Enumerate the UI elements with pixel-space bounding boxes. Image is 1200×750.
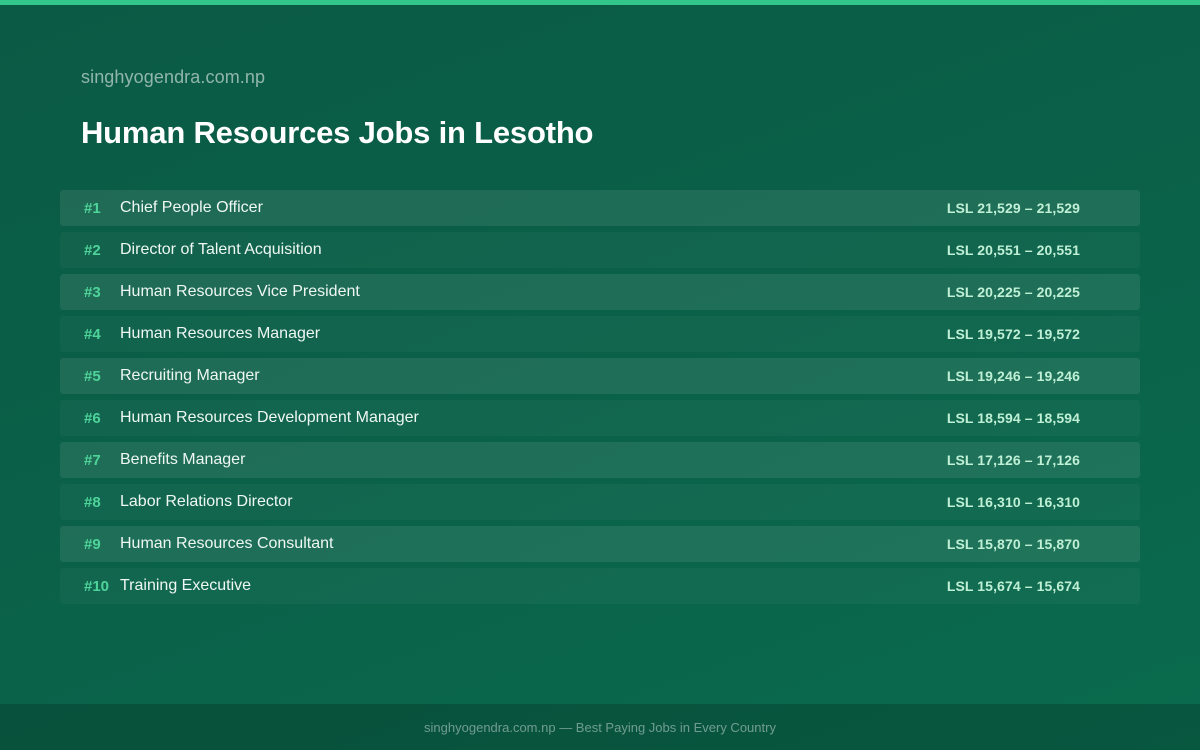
job-rank: #1	[84, 199, 101, 217]
job-title: Director of Talent Acquisition	[120, 241, 322, 258]
job-title: Chief People Officer	[120, 199, 263, 216]
job-salary: LSL 18,594 – 18,594	[946, 410, 1080, 426]
job-salary: LSL 15,870 – 15,870	[946, 536, 1080, 552]
job-row: #9 Human Resources Consultant LSL 15,870…	[60, 526, 1140, 562]
job-salary: LSL 15,674 – 15,674	[946, 578, 1080, 594]
job-title: Recruiting Manager	[120, 367, 260, 384]
job-rank: #3	[84, 283, 101, 301]
job-row: #4 Human Resources Manager LSL 19,572 – …	[60, 316, 1140, 352]
job-rank: #7	[84, 451, 101, 469]
job-row: #10 Training Executive LSL 15,674 – 15,6…	[60, 568, 1140, 604]
job-row: #2 Director of Talent Acquisition LSL 20…	[60, 232, 1140, 268]
job-salary: LSL 19,572 – 19,572	[946, 326, 1080, 342]
page-title: Human Resources Jobs in Lesotho	[81, 115, 594, 150]
job-row: #1 Chief People Officer LSL 21,529 – 21,…	[60, 190, 1140, 226]
footer: singhyogendra.com.np — Best Paying Jobs …	[0, 704, 1200, 750]
job-title: Labor Relations Director	[120, 493, 293, 510]
job-rank: #8	[84, 493, 101, 511]
job-salary: LSL 20,551 – 20,551	[946, 242, 1080, 258]
site-name: singhyogendra.com.np	[81, 67, 266, 87]
job-rank: #6	[84, 409, 101, 427]
job-row: #6 Human Resources Development Manager L…	[60, 400, 1140, 436]
job-salary: LSL 17,126 – 17,126	[946, 452, 1080, 468]
job-rank: #9	[84, 535, 101, 553]
job-rank: #4	[84, 325, 101, 343]
job-salary: LSL 16,310 – 16,310	[946, 494, 1080, 510]
job-list: #1 Chief People Officer LSL 21,529 – 21,…	[60, 190, 1140, 610]
job-rank: #10	[84, 577, 110, 595]
job-title: Human Resources Vice President	[120, 283, 360, 300]
job-salary: LSL 21,529 – 21,529	[946, 200, 1080, 216]
job-title: Training Executive	[120, 577, 252, 594]
job-title: Human Resources Manager	[120, 325, 321, 342]
top-accent-bar	[0, 0, 1200, 5]
job-salary: LSL 20,225 – 20,225	[946, 284, 1080, 300]
job-title: Human Resources Consultant	[120, 535, 334, 552]
job-row: #8 Labor Relations Director LSL 16,310 –…	[60, 484, 1140, 520]
job-title: Benefits Manager	[120, 451, 246, 468]
job-salary: LSL 19,246 – 19,246	[946, 368, 1080, 384]
job-rank: #5	[84, 367, 101, 385]
job-rank: #2	[84, 241, 101, 259]
job-row: #5 Recruiting Manager LSL 19,246 – 19,24…	[60, 358, 1140, 394]
job-row: #7 Benefits Manager LSL 17,126 – 17,126	[60, 442, 1140, 478]
job-row: #3 Human Resources Vice President LSL 20…	[60, 274, 1140, 310]
job-title: Human Resources Development Manager	[120, 409, 419, 426]
footer-text: singhyogendra.com.np — Best Paying Jobs …	[424, 719, 776, 735]
